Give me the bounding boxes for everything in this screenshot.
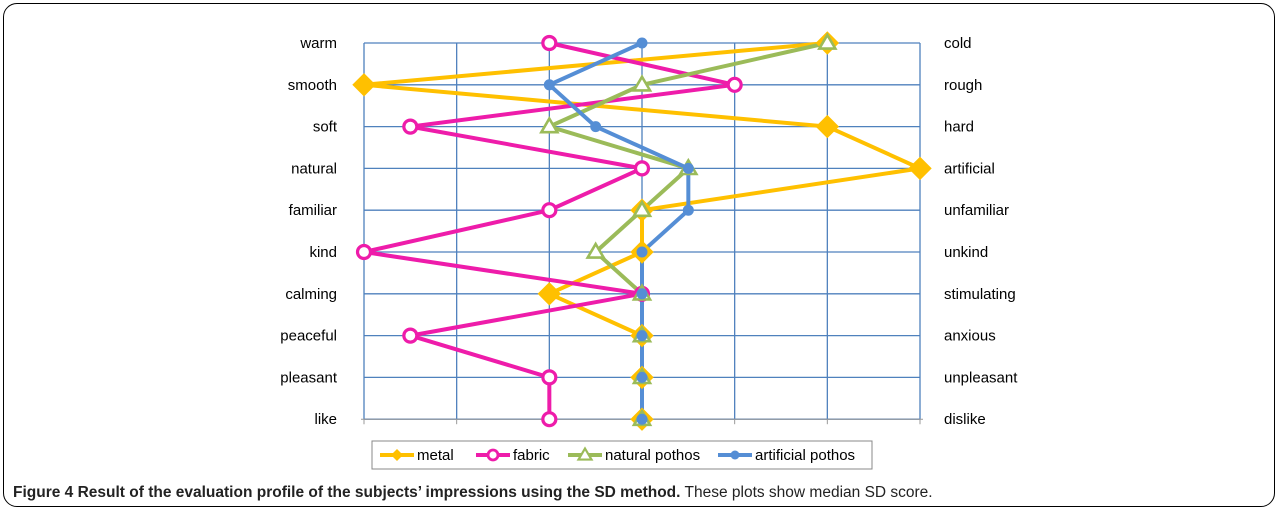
point-artificial-pothos	[590, 121, 602, 133]
chart-grid	[361, 42, 923, 425]
left-label-peaceful: peaceful	[280, 328, 337, 345]
caption-text: These plots show median SD score.	[684, 484, 933, 501]
left-label-smooth: smooth	[288, 77, 337, 94]
legend-label-fabric: fabric	[513, 447, 550, 464]
point-fabric	[402, 327, 419, 344]
left-label-familiar: familiar	[289, 202, 337, 219]
left-adjective-labels: warm smooth soft natural familiar kind calming…	[280, 35, 338, 428]
point-artificial-pothos	[636, 413, 648, 425]
point-natural-pothos	[631, 74, 653, 92]
point-natural-pothos	[631, 199, 653, 218]
left-label-like: like	[314, 411, 337, 428]
left-label-soft: soft	[313, 119, 338, 136]
point-fabric	[633, 160, 651, 177]
point-fabric	[402, 118, 419, 135]
left-label-kind: kind	[309, 244, 337, 261]
point-artificial-pothos	[636, 330, 648, 342]
point-fabric	[541, 202, 558, 219]
point-metal	[537, 282, 562, 306]
right-label-stimulating: stimulating	[944, 286, 1016, 303]
left-label-natural: natural	[291, 160, 337, 177]
right-label-hard: hard	[944, 119, 974, 136]
point-fabric	[726, 76, 743, 93]
legend-label-natural-pothos: natural pothos	[605, 447, 700, 464]
point-metal	[815, 114, 840, 139]
point-artificial-pothos	[636, 246, 648, 258]
point-artificial-pothos	[636, 288, 648, 300]
point-natural-pothos	[539, 116, 560, 134]
point-natural-pothos	[585, 241, 606, 259]
legend-marker-natural-pothos	[576, 446, 594, 461]
legend-label-metal: metal	[417, 447, 454, 464]
caption-title: Figure 4 Result of the evaluation profil…	[13, 484, 681, 501]
point-artificial-pothos	[636, 37, 648, 49]
legend-marker-artificial-pothos	[730, 450, 740, 460]
right-label-unkind: unkind	[944, 244, 988, 261]
right-label-cold: cold	[944, 35, 972, 52]
left-label-calming: calming	[285, 286, 337, 303]
point-artificial-pothos	[682, 204, 694, 216]
point-metal	[908, 156, 932, 181]
series-line-artificial-pothos	[547, 41, 691, 422]
series-markers	[352, 31, 932, 431]
legend-label-artificial-pothos: artificial pothos	[755, 447, 855, 464]
left-label-warm: warm	[299, 35, 337, 52]
series-line-natural-pothos	[547, 41, 830, 422]
figure-frame	[3, 3, 1275, 507]
chart-legend: metal fabric natural pothos artificial poth…	[371, 440, 873, 470]
right-label-anxious: anxious	[944, 328, 996, 345]
left-label-pleasant: pleasant	[280, 369, 338, 386]
right-label-dislike: dislike	[944, 411, 986, 428]
right-adjective-labels: cold rough hard artificial unfamiliar unkind s…	[944, 35, 1018, 428]
legend-marker-metal	[391, 449, 403, 461]
point-metal	[352, 73, 376, 97]
point-artificial-pothos	[543, 79, 555, 91]
right-label-rough: rough	[944, 77, 982, 94]
point-fabric	[355, 243, 373, 261]
series-lines	[362, 41, 922, 422]
figure-caption: Figure 4 Result of the evaluation profil…	[13, 484, 1263, 502]
point-fabric	[541, 34, 558, 52]
right-label-unfamiliar: unfamiliar	[944, 202, 1009, 219]
right-label-unpleasant: unpleasant	[944, 369, 1018, 386]
point-fabric	[541, 369, 558, 386]
right-label-artificial: artificial	[944, 160, 995, 177]
point-natural-pothos	[817, 32, 838, 50]
legend-box	[371, 440, 873, 470]
point-artificial-pothos	[636, 371, 648, 383]
legend-marker-fabric	[486, 448, 500, 462]
point-artificial-pothos	[682, 162, 694, 174]
sd-profile-chart: warm smooth soft natural familiar kind calming…	[280, 31, 1018, 470]
point-fabric	[541, 411, 558, 428]
